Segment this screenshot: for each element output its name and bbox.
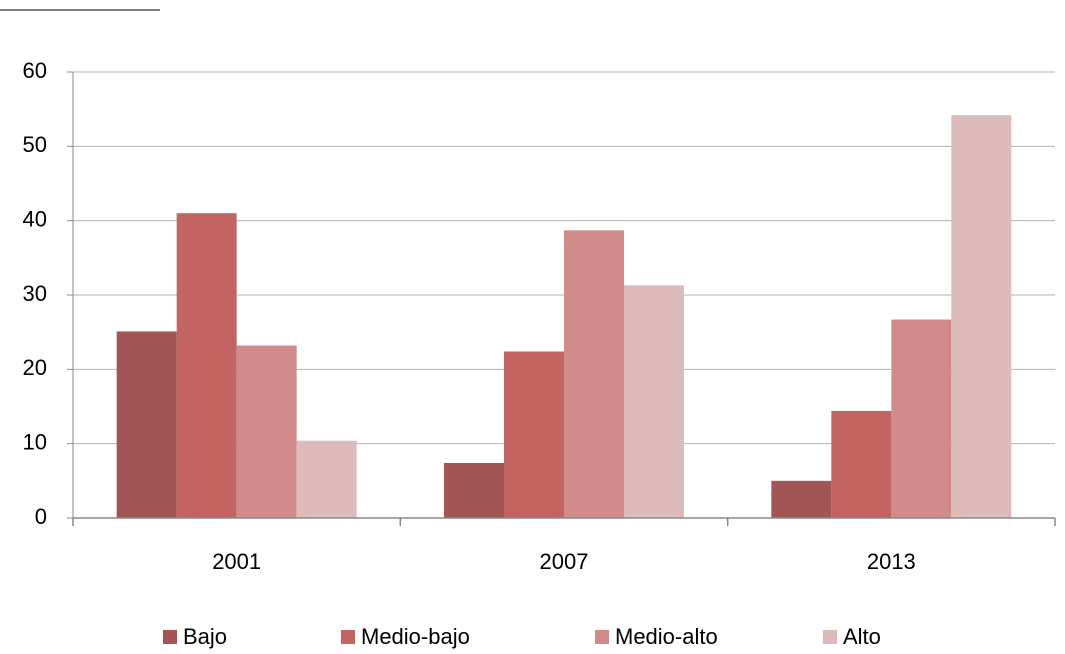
bar	[176, 213, 237, 518]
x-tick-label: 2013	[867, 549, 916, 574]
legend-swatch	[341, 630, 355, 644]
y-tick-label: 20	[23, 355, 47, 380]
legend-swatch	[163, 630, 177, 644]
y-tick-label: 10	[23, 429, 47, 454]
bar	[296, 440, 357, 518]
y-tick-label: 50	[23, 132, 47, 157]
y-tick-label: 30	[23, 281, 47, 306]
bar	[236, 345, 297, 518]
y-tick-label: 60	[23, 58, 47, 83]
bar	[771, 480, 832, 518]
legend-swatch	[823, 630, 837, 644]
bar	[504, 351, 564, 518]
bar	[831, 410, 892, 518]
bar	[116, 331, 177, 518]
bar	[564, 230, 624, 518]
bar	[891, 319, 952, 518]
legend-label: Alto	[843, 624, 881, 649]
legend-swatch	[595, 630, 609, 644]
y-tick-label: 0	[35, 504, 47, 529]
legend-label: Medio-bajo	[361, 624, 470, 649]
legend-label: Medio-alto	[615, 624, 718, 649]
x-tick-label: 2001	[212, 549, 261, 574]
bar	[624, 285, 684, 518]
legend-label: Bajo	[183, 624, 227, 649]
bar	[444, 462, 504, 518]
y-tick-label: 40	[23, 206, 47, 231]
bar	[951, 115, 1012, 518]
x-tick-label: 2007	[540, 549, 589, 574]
